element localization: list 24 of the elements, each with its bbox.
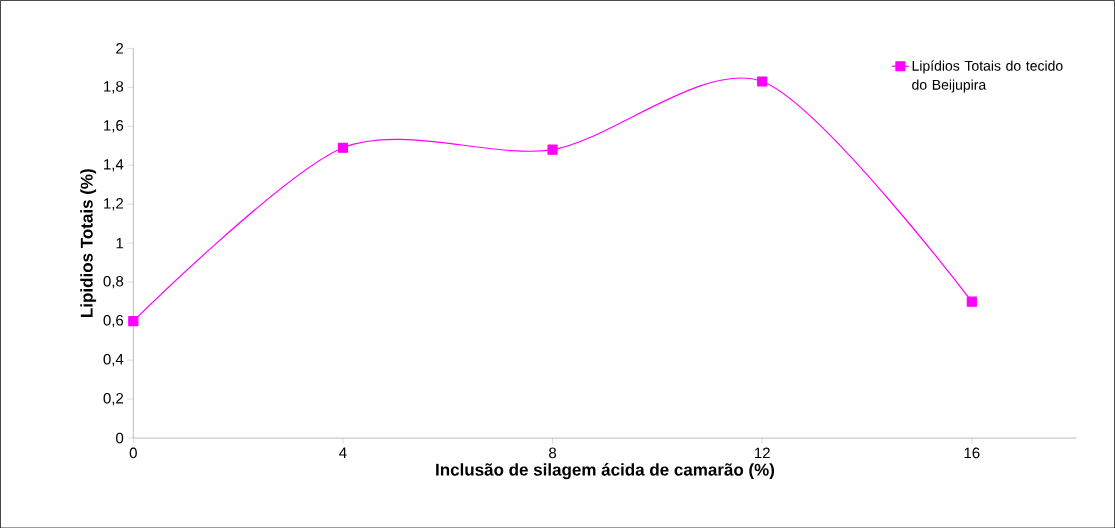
y-tick-label: 1,2	[104, 197, 124, 211]
point	[757, 76, 768, 87]
point	[337, 142, 349, 153]
y-axis-title: Lipidios Totais (%)	[80, 168, 97, 317]
legend-label: Lipídios Totais do tecido do Beijupira	[912, 60, 1063, 93]
x-tick-label: 16	[964, 447, 980, 459]
x-tick-label: 8	[549, 447, 557, 459]
point	[547, 144, 558, 155]
x-tick-label: 12	[755, 447, 770, 458]
x-tick-label: 4	[339, 447, 347, 458]
point	[966, 296, 977, 307]
y-tick-label: 1	[116, 237, 124, 249]
y-tick-label: 2	[116, 42, 124, 54]
y-tick-label: 0	[116, 432, 124, 444]
y-tick-label: 0,2	[103, 392, 124, 406]
point	[128, 315, 139, 327]
x-axis-title: Inclusão de silagem ácida de camarão (%)	[436, 462, 775, 479]
y-tick-label: 0,8	[103, 275, 124, 289]
y-tick-label: 1,8	[104, 80, 124, 94]
y-tick-label: 1,6	[104, 119, 124, 133]
x-tick-label: 0	[129, 447, 137, 459]
y-tick-label: 0,6	[103, 314, 124, 328]
y-tick-label: 0,4	[103, 353, 124, 367]
y-tick-label: 1,4	[104, 158, 124, 172]
